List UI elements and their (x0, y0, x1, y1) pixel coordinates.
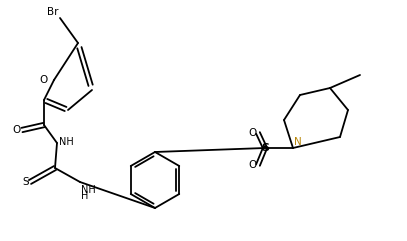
Text: O: O (249, 160, 257, 170)
Text: H: H (81, 191, 88, 201)
Text: O: O (249, 128, 257, 138)
Text: S: S (261, 143, 269, 153)
Text: O: O (40, 75, 48, 85)
Text: NH: NH (81, 185, 96, 195)
Text: N: N (294, 137, 302, 147)
Text: Br: Br (48, 7, 59, 17)
Text: S: S (22, 177, 29, 187)
Text: NH: NH (59, 137, 74, 147)
Text: O: O (13, 125, 21, 135)
